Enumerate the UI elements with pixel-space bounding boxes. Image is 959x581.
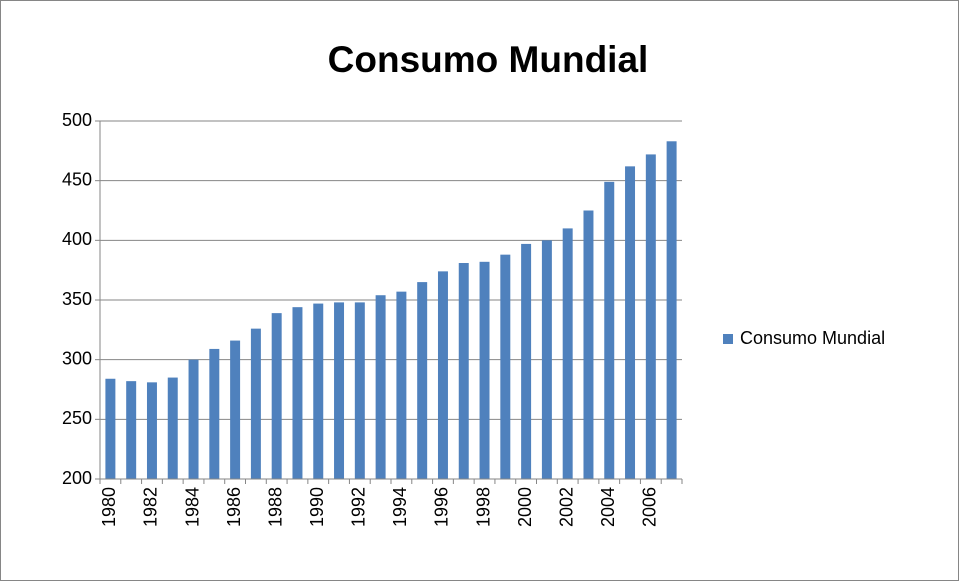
x-tick-label: 2002 <box>556 487 576 527</box>
bar <box>188 359 199 479</box>
bar <box>500 254 511 479</box>
y-tick-label: 250 <box>62 408 92 428</box>
x-tick-label: 1996 <box>432 487 452 527</box>
bar <box>271 313 282 479</box>
bar <box>313 303 324 479</box>
bar <box>209 348 220 479</box>
bar <box>105 378 116 479</box>
bar <box>167 377 178 479</box>
bar <box>541 240 552 479</box>
bar <box>396 291 407 479</box>
x-tick-label: 2004 <box>598 487 618 527</box>
bar <box>521 243 532 479</box>
x-tick-label: 1988 <box>265 487 285 527</box>
bar <box>354 302 365 479</box>
bar <box>583 210 594 479</box>
y-tick-label: 350 <box>62 289 92 309</box>
bar <box>230 340 241 479</box>
x-tick-label: 1986 <box>224 487 244 527</box>
bar <box>250 328 261 479</box>
x-tick-label: 1998 <box>473 487 493 527</box>
chart-title: Consumo Mundial <box>328 39 649 80</box>
bar <box>334 302 345 479</box>
x-tick-label: 1994 <box>390 487 410 527</box>
x-tick-label: 1992 <box>349 487 369 527</box>
x-tick-label: 1980 <box>99 487 119 527</box>
bar <box>645 154 656 479</box>
y-tick-label: 200 <box>62 468 92 488</box>
bar <box>625 166 636 479</box>
bar <box>417 282 428 479</box>
x-tick-label: 1982 <box>141 487 161 527</box>
y-tick-label: 400 <box>62 229 92 249</box>
bar <box>666 141 677 479</box>
bar <box>458 263 469 479</box>
y-tick-label: 450 <box>62 169 92 189</box>
x-tick-label: 2000 <box>515 487 535 527</box>
bar <box>604 181 615 480</box>
legend-label: Consumo Mundial <box>740 328 885 348</box>
bar <box>479 261 490 479</box>
x-tick-label: 1984 <box>182 487 202 527</box>
bar <box>437 271 448 479</box>
bar <box>126 381 137 479</box>
bar <box>562 228 573 479</box>
x-tick-label: 2006 <box>640 487 660 527</box>
bar <box>146 382 157 479</box>
legend-swatch <box>723 334 733 344</box>
x-tick-label: 1990 <box>307 487 327 527</box>
bar <box>292 307 303 479</box>
y-tick-label: 300 <box>62 348 92 368</box>
y-tick-label: 500 <box>62 110 92 130</box>
bar <box>375 295 386 479</box>
